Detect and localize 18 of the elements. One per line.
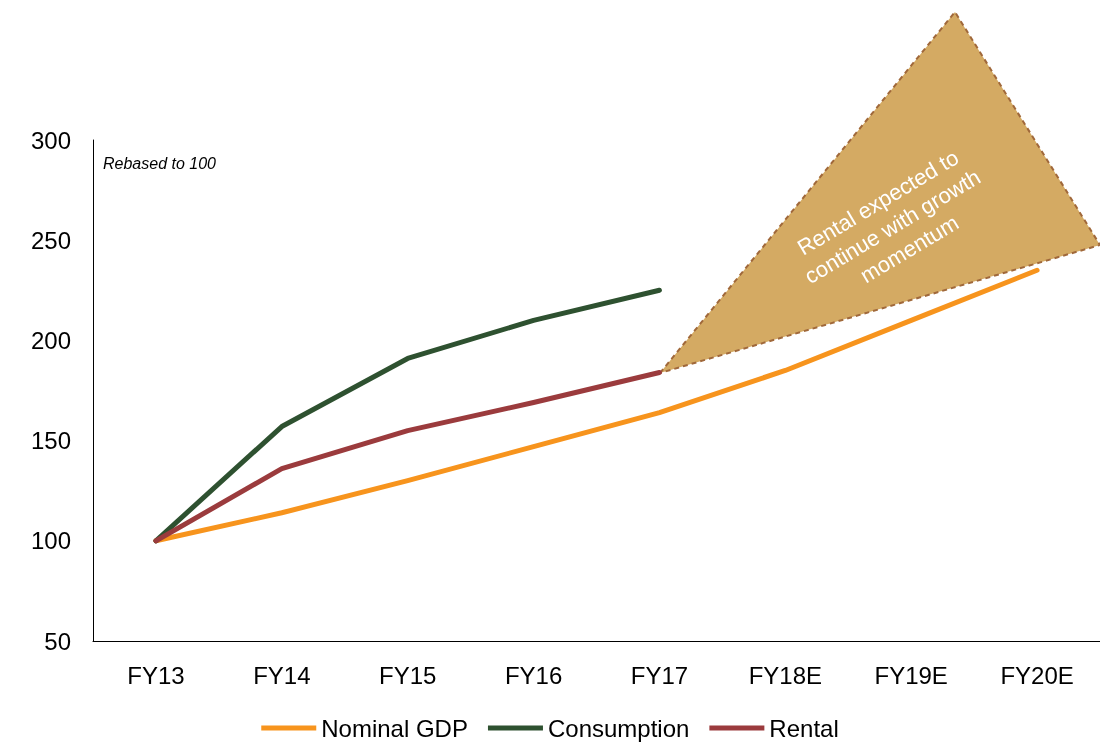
x-tick-label: FY17 [630,661,689,689]
x-tick-label: FY15 [379,661,437,689]
legend-label: Rental [769,714,839,742]
y-tick-label: 100 [30,527,71,555]
y-tick-label: 250 [30,226,71,254]
x-tick-label: FY14 [253,661,311,689]
x-tick-label: FY13 [127,661,185,689]
x-tick-label: FY18E [748,661,822,689]
x-tick-label: FY16 [504,661,563,689]
legend-label: Nominal GDP [321,714,468,742]
y-tick-label: 150 [30,427,71,455]
x-tick-label: FY19E [874,661,948,689]
y-tick-label: 200 [30,326,71,354]
annotation: Rebased to 100 [103,154,217,172]
y-tick-label: 300 [30,126,71,154]
x-tick-label: FY20E [1000,661,1074,689]
y-tick-label: 50 [44,627,71,655]
legend-label: Consumption [547,714,690,742]
